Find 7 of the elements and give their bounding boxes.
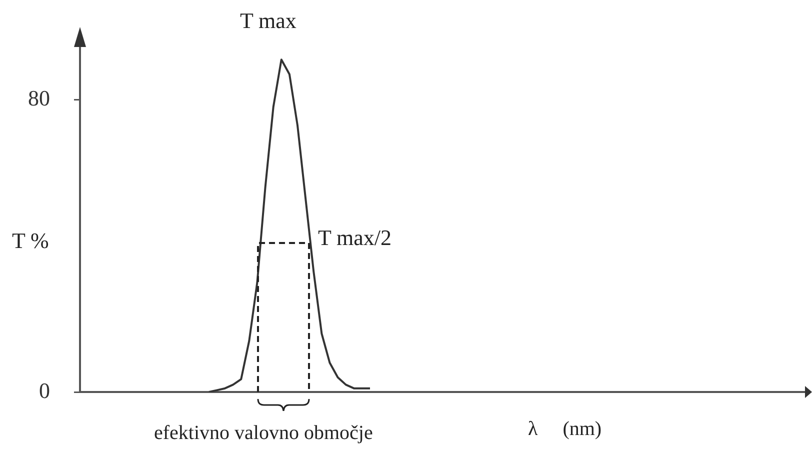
y-axis-title: T % [12,228,49,254]
text: efektivno valovno območje [154,422,373,445]
text: T max [240,8,296,34]
y-tick-label: 0 [39,378,50,403]
y-tick-label: 80 [28,86,50,111]
annotation: T max/2 [318,225,392,251]
x-axis-title: λ (nm) [528,418,602,441]
